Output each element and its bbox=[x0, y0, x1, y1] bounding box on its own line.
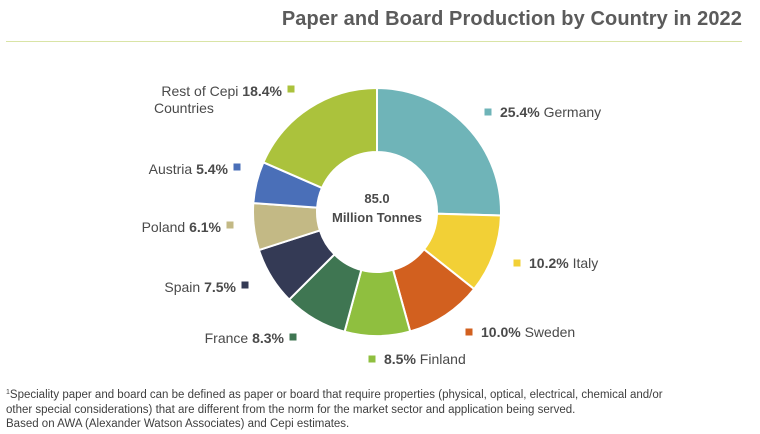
footnotes: 1Speciality paper and board can be defin… bbox=[6, 388, 746, 432]
slice-label-italy: 10.2% Italy bbox=[529, 255, 598, 271]
slice-label-continuation: Countries bbox=[154, 100, 214, 116]
legend-marker-poland bbox=[226, 221, 234, 229]
slice-label-austria: Austria 5.4% bbox=[149, 161, 229, 177]
donut-chart: 85.0 Million Tonnes 25.4% Germany 10.2% I… bbox=[142, 83, 602, 367]
slice-germany bbox=[376, 86, 502, 217]
legend-marker-france bbox=[289, 333, 297, 341]
legend-marker-italy bbox=[513, 259, 521, 267]
slice-label-rest-of-cepi-countries: Rest of Cepi 18.4% bbox=[161, 83, 282, 99]
center-total-unit: Million Tonnes bbox=[332, 210, 422, 225]
center-total-value: 85.0 bbox=[364, 191, 389, 206]
footnote-line-2: other special considerations) that are d… bbox=[6, 403, 576, 416]
title-divider bbox=[6, 41, 742, 42]
legend-marker-spain bbox=[241, 281, 249, 289]
slice-label-sweden: 10.0% Sweden bbox=[481, 324, 575, 340]
legend-marker-finland bbox=[368, 355, 376, 363]
slice-label-germany: 25.4% Germany bbox=[500, 104, 601, 120]
donut-slices bbox=[252, 86, 502, 337]
legend-marker-germany bbox=[484, 108, 492, 116]
legend-marker-rest-of-cepi-countries bbox=[287, 85, 295, 93]
slice-rest-of-cepi-countries bbox=[262, 86, 378, 190]
legend-marker-austria bbox=[233, 163, 241, 171]
slice-label-finland: 8.5% Finland bbox=[384, 351, 466, 367]
footnote-text-1: Speciality paper and board can be define… bbox=[9, 389, 663, 401]
slice-label-france: France 8.3% bbox=[205, 330, 285, 346]
slice-label-spain: Spain 7.5% bbox=[164, 279, 236, 295]
footnote-line-1: 1Speciality paper and board can be defin… bbox=[6, 388, 746, 403]
slice-label-poland: Poland 6.1% bbox=[142, 219, 222, 235]
chart-title: Paper and Board Production by Country in… bbox=[281, 8, 742, 30]
footnote-line-3: Based on AWA (Alexander Watson Associate… bbox=[6, 418, 350, 430]
slice-labels: 25.4% Germany 10.2% Italy 10.0% Sweden 8.5%… bbox=[142, 83, 602, 367]
footnote-marker: 1 bbox=[6, 389, 10, 396]
legend-marker-sweden bbox=[465, 328, 473, 336]
